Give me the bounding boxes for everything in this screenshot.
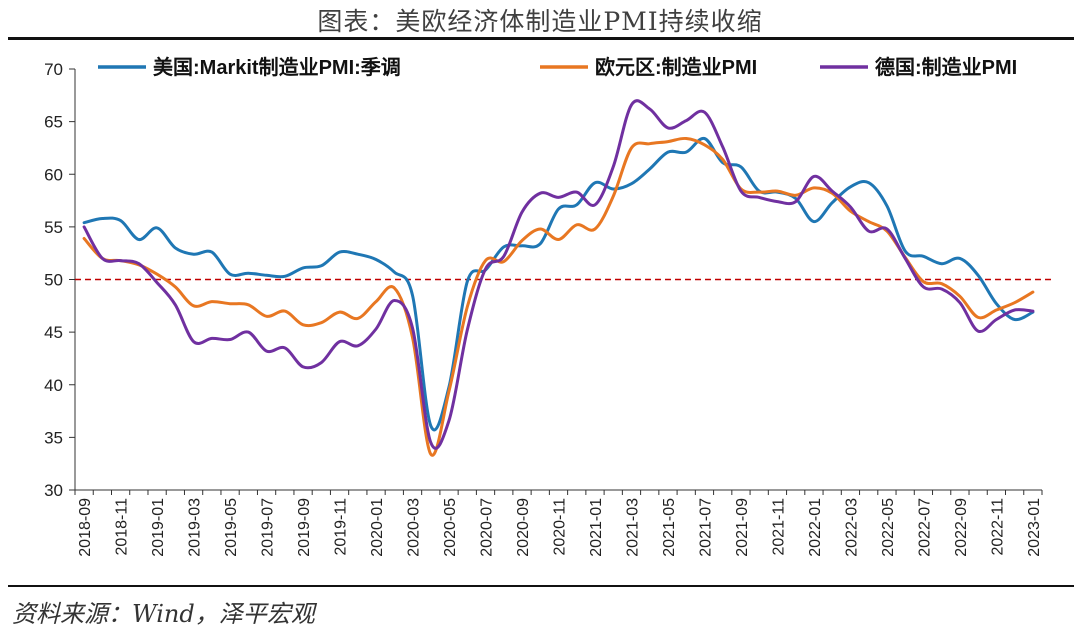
series-line-eurozone [82,136,1035,457]
x-axis: 2018-09 2018-11 2019-01 2019-03 2019-05 2019-… [74,489,1043,557]
x-tick-label: 2023-01 [1026,498,1043,557]
y-tick-label: 50 [44,271,63,290]
x-tick-label: 2020-07 [479,498,496,557]
legend-us-markit-label: 美国:Markit制造业PMI:季调 [153,55,401,79]
x-tick-label: 2019-05 [223,498,240,557]
series-line-us-markit [82,136,1035,432]
legend-germany-label: 德国:制造业PMI [875,55,1017,79]
x-tick-label: 2021-07 [697,498,714,557]
series-line-germany [82,99,1035,450]
source-note: 资料来源：Wind，泽平宏观 [12,600,315,628]
x-tick-label: 2019-11 [333,498,350,556]
x-tick-label: 2020-11 [552,498,569,556]
x-tick-label: 2020-01 [369,498,386,557]
y-tick-label: 70 [44,60,63,79]
x-tick-label: 2022-03 [843,498,860,557]
y-tick-label: 60 [44,165,63,184]
x-tick-label: 2022-09 [953,498,970,557]
bottom-rule [8,585,1074,587]
x-tick-label: 2021-01 [588,498,605,557]
legend: 美国:Markit制造业PMI:季调 欧元区:制造业PMI 德国:制造业PMI [98,55,1017,79]
legend-eurozone-label: 欧元区:制造业PMI [595,55,757,79]
y-tick-label: 30 [44,481,63,500]
x-tick-label: 2020-09 [515,498,532,557]
x-tick-label: 2021-09 [734,498,751,557]
x-tick-label: 2019-01 [150,498,167,557]
x-tick-label: 2018-11 [114,498,131,556]
x-tick-label: 2019-07 [260,498,277,557]
series-lines [82,99,1035,457]
x-tick-label: 2020-05 [442,498,459,557]
x-tick-label: 2018-09 [77,498,94,557]
top-rule [8,37,1074,40]
x-tick-label: 2019-03 [187,498,204,557]
x-tick-label: 2022-11 [989,498,1006,556]
x-tick-label: 2021-03 [624,498,641,557]
y-tick-label: 55 [44,218,63,237]
x-tick-label: 2019-09 [296,498,313,557]
chart-title: 图表：美欧经济体制造业PMI持续收缩 [317,7,763,36]
y-tick-label: 35 [44,428,63,447]
x-tick-label: 2022-01 [807,498,824,557]
y-tick-label: 40 [44,376,63,395]
x-tick-label: 2021-11 [770,498,787,556]
y-axis: 30 35 40 45 50 55 60 65 70 [44,60,76,500]
x-tick-label: 2022-07 [916,498,933,557]
y-tick-label: 45 [44,323,63,342]
x-tick-label: 2022-05 [880,498,897,557]
x-tick-label: 2021-05 [661,498,678,557]
x-tick-label: 2020-03 [406,498,423,557]
y-tick-label: 65 [44,113,63,132]
